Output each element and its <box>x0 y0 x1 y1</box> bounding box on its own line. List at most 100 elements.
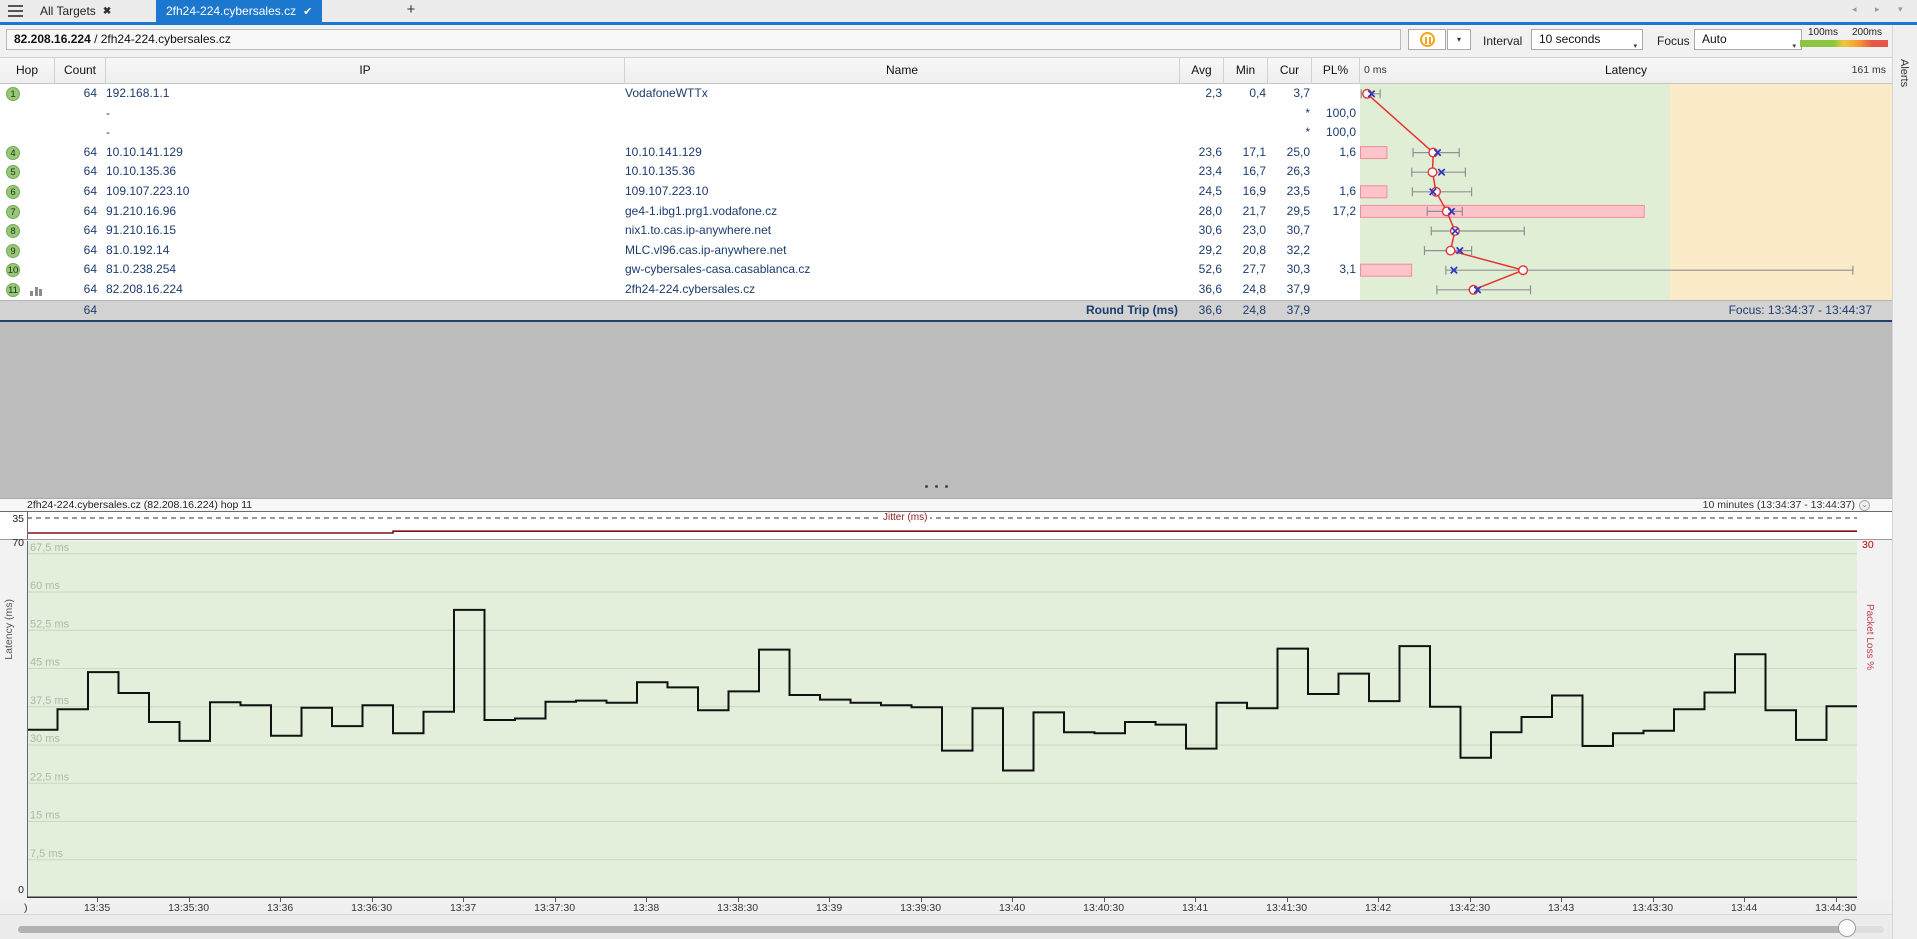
latency-timeline-chart[interactable]: 67,5 ms 60 ms 52,5 ms 45 ms 37,5 ms 30 ms 22,5… <box>27 541 1857 898</box>
avg-cell: 36,6 <box>1198 282 1222 296</box>
table-row[interactable]: 8 64 91.210.16.15 nix1.to.cas.ip-anywhere.n… <box>0 221 1892 241</box>
avg-cell: 24,5 <box>1198 184 1222 198</box>
header-name[interactable]: Name <box>625 58 1180 84</box>
time-tick <box>1286 898 1288 902</box>
toolbar: 82.208.16.224 / 2fh24-224.cybersales.cz … <box>0 25 1917 58</box>
legend-100ms-label: 100ms <box>1807 27 1838 38</box>
min-cell: 21,7 <box>1242 203 1266 218</box>
table-row[interactable]: - * 100,0 <box>0 104 1892 124</box>
table-row[interactable]: 5 64 10.10.135.36 10.10.135.36 23,4 16,7 26,3 <box>0 162 1892 182</box>
time-tick-label: 13:42 <box>1364 902 1392 914</box>
min-cell <box>1224 104 1266 124</box>
new-tab-button[interactable]: + <box>406 1 416 18</box>
min-cell <box>1224 123 1266 143</box>
timeline-range-selector[interactable]: 10 minutes (13:34:37 - 13:44:37) <box>1702 499 1855 511</box>
chevron-down-icon: ▾ <box>1633 43 1637 50</box>
name-cell: gw-cybersales-casa.casablanca.cz <box>625 262 811 277</box>
name-cell <box>625 123 1175 143</box>
hop-number-badge: 4 <box>6 145 20 160</box>
pause-dropdown-button[interactable]: ▾ <box>1447 29 1471 50</box>
hop-number-badge: 8 <box>6 224 20 239</box>
tab-scroll-controls[interactable]: ◂ ▸ ▾ <box>1852 4 1911 14</box>
alerts-tab[interactable]: Alerts <box>1898 59 1910 88</box>
count-cell: 64 <box>83 203 97 218</box>
table-row[interactable]: 7 64 91.210.16.96 ge4-1.ibg1.prg1.vodafone.… <box>0 202 1892 222</box>
close-icon[interactable]: ✖ <box>102 5 112 17</box>
time-tick-label: 13:43:30 <box>1632 902 1674 914</box>
table-row[interactable]: - * 100,0 <box>0 123 1892 143</box>
packet-loss-cell: 17,2 <box>1332 203 1356 218</box>
cur-cell: 3,7 <box>1293 86 1310 100</box>
table-row[interactable]: 10 64 81.0.238.254 gw-cybersales-casa.casab… <box>0 260 1892 280</box>
name-cell: 10.10.141.129 <box>625 144 702 159</box>
header-cur[interactable]: Cur <box>1268 58 1312 84</box>
latency-axis-min: 0 <box>18 884 24 896</box>
time-axis: ) 13:35 13:35:30 13:36 13:36:30 13:37 13:37:3… <box>0 898 1892 914</box>
table-row[interactable]: 11 64 82.208.16.224 2fh24-224.cybersales.cz… <box>0 280 1892 300</box>
round-trip-row[interactable]: 64 Round Trip (ms) 36,6 24,8 37,9 Focus:… <box>0 300 1892 322</box>
hop-cell <box>0 104 55 124</box>
header-hop[interactable]: Hop <box>0 58 55 84</box>
time-tick <box>1378 898 1380 902</box>
name-cell: MLC.vl96.cas.ip-anywhere.net <box>625 242 787 257</box>
ip-cell: 81.0.192.14 <box>106 242 170 257</box>
header-count[interactable]: Count <box>55 58 106 84</box>
cur-cell: 32,2 <box>1286 242 1310 257</box>
time-tick <box>829 898 831 902</box>
target-address[interactable]: 82.208.16.224 / 2fh24-224.cybersales.cz <box>6 29 1401 50</box>
count-cell: 64 <box>83 242 97 257</box>
time-tick-label: 13:38 <box>632 902 660 914</box>
cur-cell: * <box>1305 105 1310 120</box>
time-tick <box>1652 898 1654 902</box>
time-tick-label: 13:41:30 <box>1266 902 1308 914</box>
cur-cell: 37,9 <box>1286 282 1310 296</box>
count-cell: 64 <box>83 86 97 100</box>
avg-cell: 30,6 <box>1198 223 1222 238</box>
target-hostname: / 2fh24-224.cybersales.cz <box>90 32 231 46</box>
header-avg[interactable]: Avg <box>1180 58 1224 84</box>
empty-panel-area <box>0 322 1892 498</box>
header-ip[interactable]: IP <box>106 58 625 84</box>
chevron-down-icon[interactable]: ⌄ <box>1859 500 1870 511</box>
table-row[interactable]: 1 64 192.168.1.1 VodafoneWTTx 2,3 0,4 3,7 <box>0 84 1892 104</box>
tab-active-target[interactable]: 2fh24-224.cybersales.cz ✔ <box>156 0 323 22</box>
tab-bar: All Targets ✖ 2fh24-224.cybersales.cz ✔ … <box>0 0 1917 22</box>
splitter-handle[interactable] <box>925 485 948 488</box>
table-row[interactable]: 9 64 81.0.192.14 MLC.vl96.cas.ip-anywhere.n… <box>0 241 1892 261</box>
packet-loss-axis-max: 30 <box>1862 539 1874 551</box>
header-min[interactable]: Min <box>1224 58 1268 84</box>
pause-button[interactable] <box>1408 29 1446 50</box>
cur-cell: 23,5 <box>1286 184 1310 198</box>
interval-select[interactable]: 10 seconds ▾ <box>1531 29 1643 50</box>
time-tick <box>737 898 739 902</box>
scrollbar-fill[interactable] <box>18 926 1847 933</box>
focus-label: Focus <box>1657 34 1690 48</box>
menu-icon[interactable] <box>8 5 23 17</box>
cur-cell: * <box>1305 125 1310 140</box>
focus-select[interactable]: Auto ▾ <box>1694 29 1802 50</box>
tab-all-targets-label: All Targets <box>40 4 96 18</box>
time-tick-label: 13:39:30 <box>900 902 942 914</box>
table-row[interactable]: 6 64 109.107.223.10 109.107.223.10 24,5 16,9 2… <box>0 182 1892 202</box>
time-tick <box>188 898 190 902</box>
name-cell: VodafoneWTTx <box>625 86 708 100</box>
pause-icon <box>1419 32 1435 47</box>
time-axis-partial-label: ) <box>24 902 28 914</box>
time-tick <box>1103 898 1105 902</box>
hop-latency-chart[interactable] <box>1360 84 1892 300</box>
scrollbar-knob[interactable] <box>1838 919 1856 937</box>
table-row[interactable]: 4 64 10.10.141.129 10.10.141.129 23,6 17,1 25,… <box>0 143 1892 163</box>
header-pl[interactable]: PL% <box>1312 58 1360 84</box>
focus-value: Auto <box>1702 32 1727 46</box>
packet-loss-cell: 3,1 <box>1339 262 1356 277</box>
svg-text:37,5 ms: 37,5 ms <box>30 695 70 707</box>
packet-loss-axis-title: Packet Loss % <box>1864 604 1875 671</box>
tab-all-targets[interactable]: All Targets ✖ <box>30 0 121 22</box>
count-cell: 64 <box>83 262 97 277</box>
name-cell: nix1.to.cas.ip-anywhere.net <box>625 223 772 238</box>
header-latency[interactable]: 0 ms Latency 161 ms <box>1360 58 1892 84</box>
trace-table-header: Hop Count IP Name Avg Min Cur PL% 0 ms L… <box>0 58 1892 84</box>
count-cell: 64 <box>83 144 97 159</box>
time-tick-label: 13:37 <box>449 902 477 914</box>
time-tick <box>1744 898 1746 902</box>
